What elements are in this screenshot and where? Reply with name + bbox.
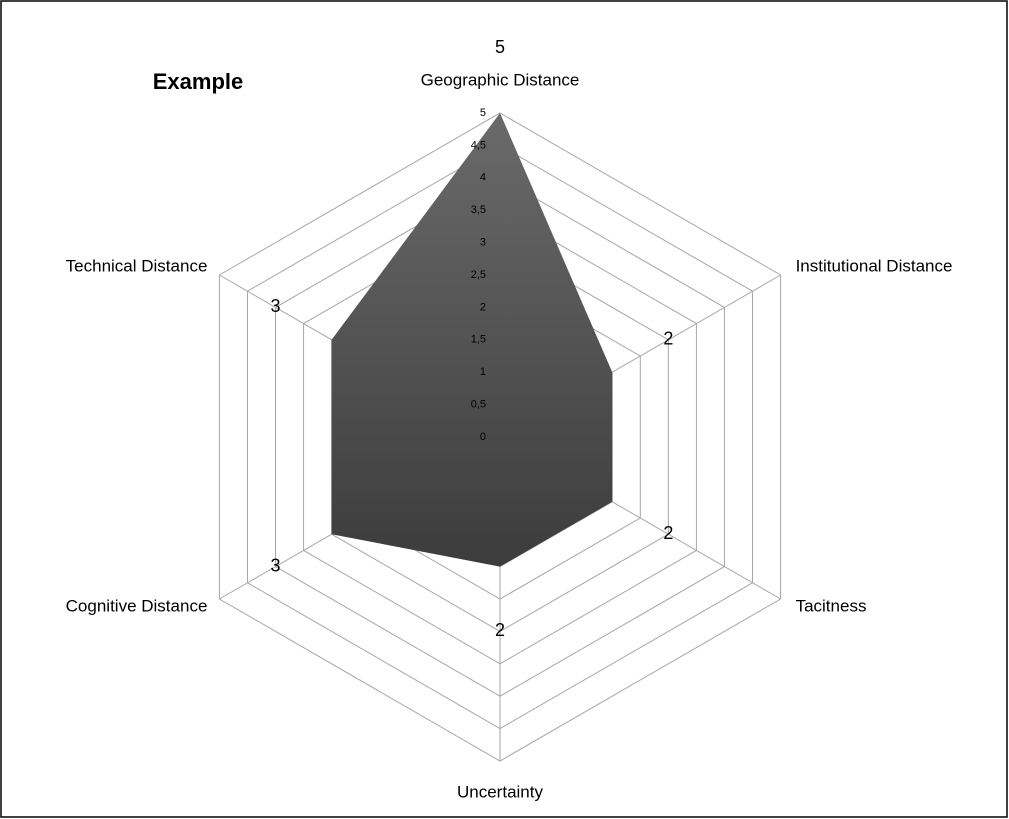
tick-label: 3,5 xyxy=(471,204,486,216)
tick-label: 4 xyxy=(480,172,486,184)
category-label: Uncertainty xyxy=(457,782,543,801)
tick-label: 5 xyxy=(480,107,486,119)
tick-label: 2 xyxy=(480,301,486,313)
category-label: Cognitive Distance xyxy=(66,596,208,615)
tick-label: 1,5 xyxy=(471,334,486,346)
tick-label: 2,5 xyxy=(471,269,486,281)
data-label: 3 xyxy=(271,296,281,316)
category-label: Institutional Distance xyxy=(796,256,953,275)
tick-label: 0 xyxy=(480,431,486,443)
data-label: 2 xyxy=(663,523,673,543)
tick-label: 1 xyxy=(480,366,486,378)
category-label: Tacitness xyxy=(796,596,867,615)
data-area xyxy=(331,113,613,567)
category-label: Geographic Distance xyxy=(421,70,580,89)
data-label: 2 xyxy=(663,329,673,349)
tick-label: 0,5 xyxy=(471,399,486,411)
tick-label: 3 xyxy=(480,237,486,249)
tick-label: 4,5 xyxy=(471,139,486,151)
chart-title: Example xyxy=(153,69,244,94)
category-label: Technical Distance xyxy=(66,256,208,275)
data-label: 5 xyxy=(495,37,505,57)
data-label: 2 xyxy=(495,620,505,640)
data-label: 3 xyxy=(271,555,281,575)
